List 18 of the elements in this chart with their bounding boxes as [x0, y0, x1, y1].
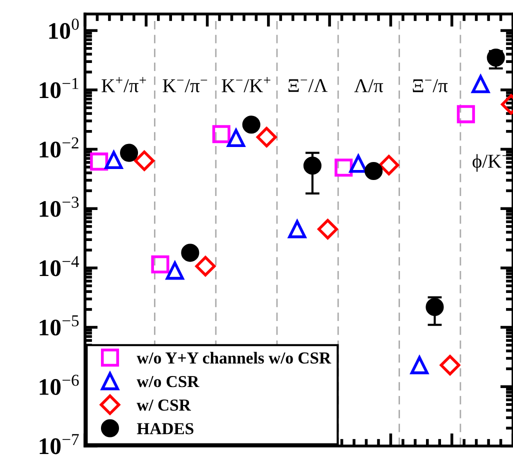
y-tick-label: 10$^{−3}$ [40, 196, 79, 217]
x-tick-label: K$^{−}$/K$^{+}$ [222, 76, 270, 92]
x-tick-label: Ξ$^{−}$/Λ [288, 79, 328, 92]
x-tick-label: Ξ$^{−}$/π [412, 79, 448, 92]
legend-label: w/ CSR [136, 400, 191, 411]
y-tick-label: 10$^{−5}$ [40, 315, 79, 336]
legend-label: w/o Y+Y channels w/o CSR [136, 352, 332, 364]
legend-label: w/o CSR [136, 376, 200, 388]
y-tick-label: 10$^{−2}$ [40, 137, 78, 158]
y-tick-label: 10$^{−7}$ [40, 434, 79, 454]
y-tick-label: 10$^{−4}$ [40, 256, 80, 276]
legend-label: HADES [136, 423, 194, 434]
x-tick-label: K$^{+}$/π$^{+}$ [102, 76, 146, 92]
y-tick-label: 10$^{−6}$ [40, 374, 79, 395]
y-tick-label: 10$^{0}$ [49, 18, 79, 39]
y-tick-label: 10$^{−1}$ [40, 78, 78, 98]
x-tick-label: K$^{−}$/π$^{−}$ [162, 79, 208, 92]
x-tick-label: Λ/π [354, 79, 384, 92]
